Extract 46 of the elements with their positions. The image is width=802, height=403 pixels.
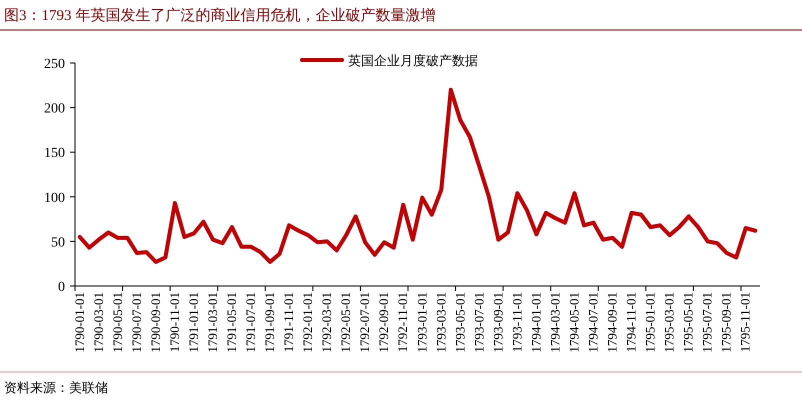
x-tick-label: 1791-11-01	[281, 292, 296, 352]
x-tick-label: 1792-01-01	[300, 292, 316, 353]
x-tick-label: 1795-09-01	[718, 292, 734, 353]
x-tick-label: 1793-07-01	[471, 292, 486, 353]
x-tick-label: 1790-09-01	[148, 292, 163, 353]
x-tick-label: 1795-03-01	[662, 292, 677, 353]
x-tick-label: 1792-09-01	[376, 292, 392, 353]
x-tick-label: 1794-03-01	[547, 292, 562, 353]
y-tick-label: 100	[44, 190, 65, 206]
x-tick-label: 1793-11-01	[509, 292, 524, 352]
x-tick-label: 1792-03-01	[319, 292, 334, 353]
x-tick-label: 1794-01-01	[528, 292, 544, 353]
x-tick-label: 1792-11-01	[395, 292, 410, 352]
y-tick-label: 150	[44, 146, 65, 162]
x-tick-label: 1794-11-01	[624, 292, 639, 352]
x-tick-label: 1790-01-01	[72, 292, 87, 353]
x-tick-label: 1790-05-01	[110, 292, 125, 353]
x-tick-label: 1790-11-01	[166, 292, 182, 352]
y-tick-label: 200	[44, 102, 65, 117]
x-tick-label: 1791-01-01	[186, 292, 201, 353]
x-tick-label: 1791-09-01	[262, 292, 278, 353]
x-tick-label: 1791-07-01	[243, 292, 258, 353]
x-tick-label: 1795-07-01	[700, 292, 715, 353]
x-tick-label: 1794-09-01	[604, 292, 620, 353]
x-tick-label: 1790-07-01	[128, 292, 144, 353]
x-tick-label: 1795-01-01	[642, 292, 658, 353]
x-tick-label: 1794-07-01	[586, 292, 601, 353]
y-tick-label: 50	[51, 235, 65, 250]
chart-title: 图3：1793 年英国发生了广泛的商业信用危机，企业破产数量激增	[4, 7, 436, 24]
x-tick-label: 1795-11-01	[738, 292, 753, 352]
x-tick-label: 1790-03-01	[90, 292, 106, 353]
x-tick-label: 1791-03-01	[204, 292, 220, 353]
x-tick-label: 1795-05-01	[680, 292, 696, 353]
line-series	[78, 88, 758, 264]
y-tick-label: 0	[58, 280, 65, 295]
x-tick-label: 1793-01-01	[414, 292, 430, 353]
x-tick-label: 1791-05-01	[224, 292, 239, 353]
legend-label: 英国企业月度破产数据	[348, 53, 478, 68]
x-tick-label: 1792-07-01	[357, 292, 372, 353]
text: 资料来源：美联储	[4, 380, 108, 395]
y-tick-label: 250	[44, 57, 65, 72]
x-tick-label: 1792-05-01	[338, 292, 354, 353]
x-tick-label: 1793-03-01	[433, 292, 448, 353]
x-tick-label: 1794-05-01	[566, 292, 582, 353]
x-tick-label: 1793-09-01	[490, 292, 506, 353]
x-tick-label: 1793-05-01	[452, 292, 468, 353]
